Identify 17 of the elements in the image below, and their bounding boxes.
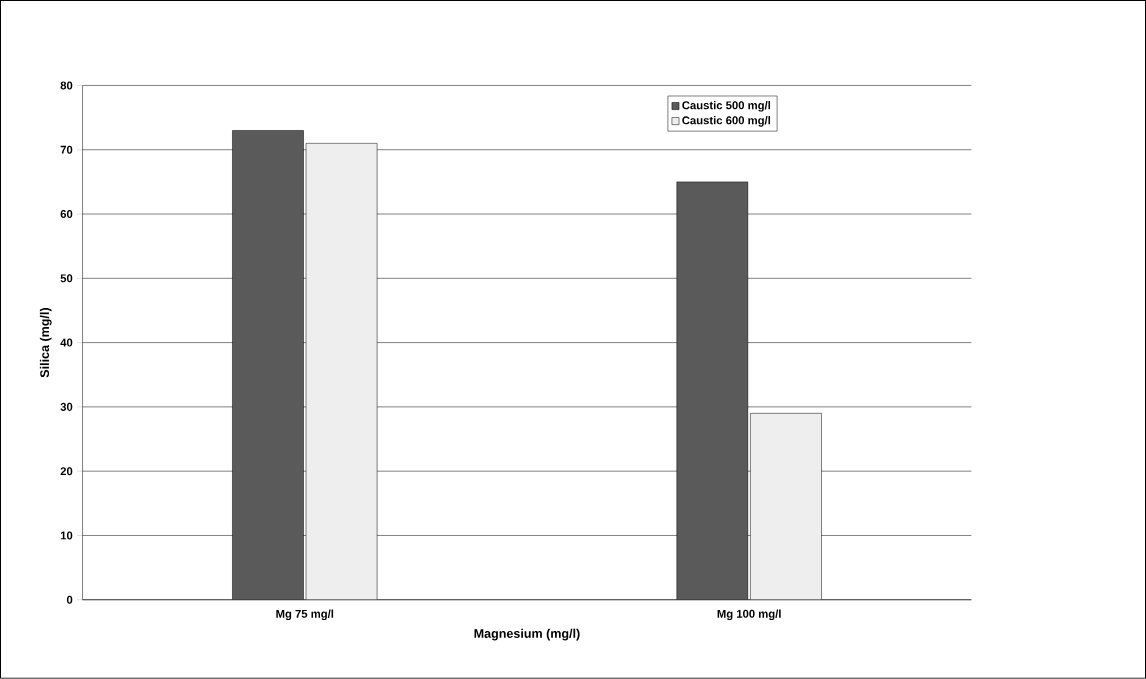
- y-tick-label: 60: [60, 210, 73, 219]
- x-axis-title: Magnesium (mg/l): [474, 628, 580, 641]
- bar: [305, 143, 378, 600]
- bar: [750, 413, 822, 600]
- legend-label: Caustic 600 mg/l: [682, 116, 771, 127]
- y-axis-title: Silica (mg/l): [39, 308, 52, 378]
- y-tick-label: 50: [60, 274, 73, 283]
- y-tick-label: 80: [60, 81, 73, 90]
- x-tick-label: Mg 100 mg/l: [717, 609, 781, 621]
- y-tick-label: 40: [60, 338, 73, 347]
- y-tick-label: 0: [66, 595, 73, 604]
- x-tick-label: Mg 75 mg/l: [276, 609, 334, 621]
- y-tick-label: 30: [60, 403, 73, 412]
- y-tick-label: 10: [60, 531, 73, 540]
- y-tick-label: 20: [60, 467, 73, 476]
- y-tick-label: 70: [60, 145, 73, 154]
- legend-label: Caustic 500 mg/l: [682, 101, 771, 112]
